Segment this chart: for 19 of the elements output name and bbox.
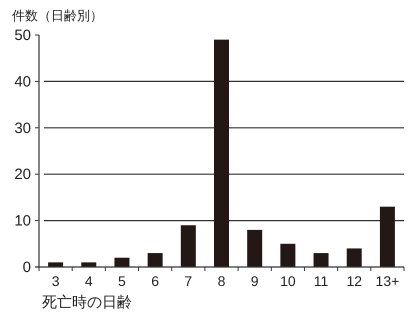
x-axis-title: 死亡時の日齢 — [42, 294, 132, 311]
y-tick-label: 20 — [14, 166, 31, 184]
x-tick-label: 5 — [118, 273, 126, 289]
x-tick-label: 12 — [346, 273, 362, 289]
x-tick-label: 9 — [250, 273, 259, 289]
x-tick-label: 4 — [84, 273, 93, 289]
y-axis-title: 件数（日齢別） — [12, 8, 103, 23]
y-tick-label: 40 — [14, 73, 31, 90]
y-tick-label: 30 — [14, 120, 31, 137]
x-tick-label: 6 — [151, 273, 160, 289]
y-tick-label: 0 — [22, 259, 31, 276]
y-tick-label: 10 — [14, 212, 31, 230]
x-tick-label: 7 — [184, 273, 192, 289]
x-tick-label: 3 — [52, 273, 60, 289]
x-tick-label: 11 — [314, 273, 329, 289]
y-tick-label: 50 — [14, 27, 31, 44]
x-tick-label: 10 — [280, 273, 296, 289]
x-tick-label: 8 — [218, 273, 226, 289]
x-tick-label: 13+ — [376, 273, 400, 289]
